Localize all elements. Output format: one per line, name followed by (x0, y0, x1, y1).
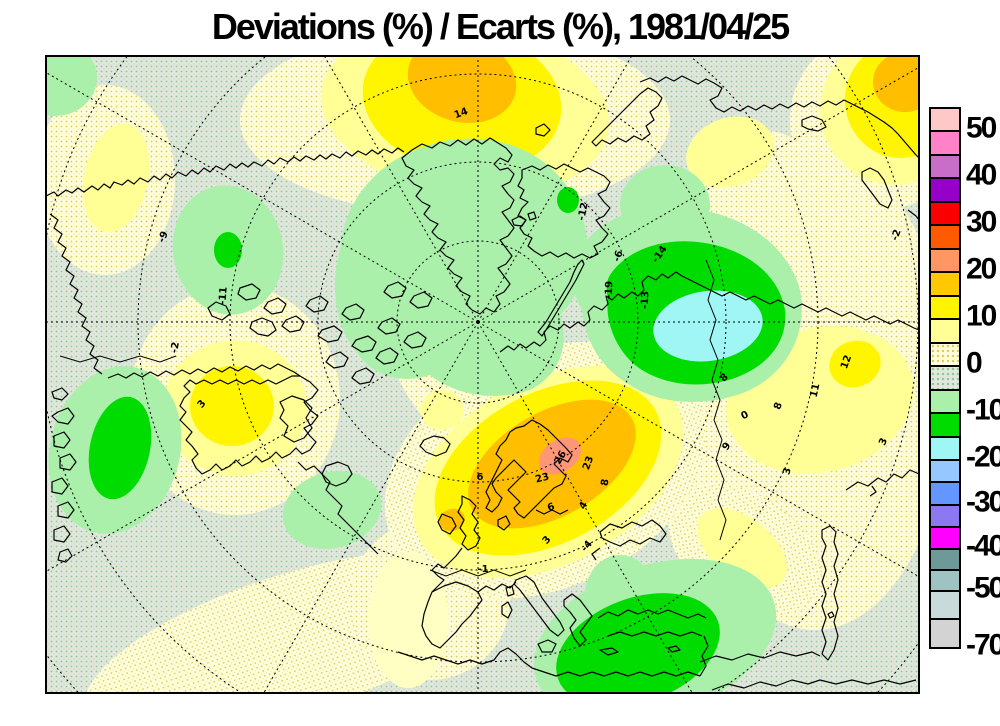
colorbar-cell (929, 459, 961, 483)
colorbar-cell (929, 201, 961, 226)
colorbar-cell (929, 365, 961, 391)
colorbar-cell (929, 526, 961, 550)
band-0-to-5-solid (368, 552, 448, 688)
contour-label: 8 (600, 478, 612, 487)
colorbar-cell (929, 224, 961, 250)
band-minus20-to-minus15 (653, 290, 763, 362)
colorbar-tick-label: 10 (966, 299, 997, 333)
contour-label: 0 (739, 409, 750, 422)
colorbar-cell (929, 107, 961, 132)
colorbar-tick-label: -40 (966, 529, 1000, 563)
colorbar-tick-label: 40 (966, 158, 997, 192)
band-20-to-25 (539, 437, 581, 475)
contour-label: -9 (157, 230, 171, 244)
chart-title: Deviations (%) / Ecarts (%), 1981/04/25 (211, 6, 790, 47)
colorbar-cell (929, 318, 961, 344)
colorbar-cell (929, 436, 961, 461)
colorbar-cell (929, 154, 961, 179)
contour-label: -12 (576, 201, 591, 221)
contour-label: -6 (612, 249, 626, 263)
contour-label: 23 (534, 471, 550, 485)
colorbar-cell (929, 342, 961, 367)
colorbar-cell (929, 618, 961, 649)
contour-lines (59, 259, 727, 577)
colorbar-cell (929, 590, 961, 620)
contour-label: 3 (781, 467, 793, 477)
colorbar-cell (929, 295, 961, 320)
contour-label: 12 (839, 354, 854, 371)
colorbar-tick-label: -10 (966, 393, 1000, 427)
colorbar-cell (929, 504, 961, 528)
contour-label: 23 (581, 455, 596, 472)
contour-label: 11 (809, 382, 823, 398)
contour-label: -1 (477, 564, 488, 575)
contour-label: -11 (217, 286, 230, 305)
colorbar-tick-label: 20 (966, 252, 997, 286)
contour-label: -13 (640, 291, 652, 309)
colorbar-cell (929, 481, 961, 506)
contour-label: 14 (453, 106, 470, 121)
colorbar-cell (929, 271, 961, 297)
coastlines (46, 75, 919, 691)
colorbar-cell (929, 412, 961, 438)
colorbar-tick-label: -30 (966, 485, 1000, 519)
colorbar-cell (929, 548, 961, 571)
contour-label: -2 (169, 341, 182, 354)
colorbar-tick-label: 0 (966, 346, 983, 380)
colorbar-tick-label: -50 (966, 571, 1000, 605)
contour-label: -4 (579, 539, 595, 555)
map-border (45, 55, 920, 694)
contour-label: 4 (577, 500, 590, 512)
colorbar-tick-label: 30 (966, 205, 997, 239)
colorbar-cell (929, 177, 961, 203)
contour-label: 8 (772, 401, 785, 411)
colorbar-tick-label: 50 (966, 111, 997, 145)
contour-label: 3 (877, 436, 890, 447)
colorbar-tick-label: -70 (966, 628, 1000, 662)
contour-label: 6 (477, 472, 484, 483)
colorbar-tick-label: -20 (966, 440, 1000, 474)
colorbar-cell (929, 389, 961, 414)
colorbar-cell (929, 248, 961, 273)
contour-label: -19 (604, 281, 616, 299)
colorbar-cell (929, 130, 961, 156)
colorbar-cell (929, 569, 961, 592)
contour-label: 6 (546, 501, 556, 514)
contour-label: -2 (890, 228, 904, 242)
